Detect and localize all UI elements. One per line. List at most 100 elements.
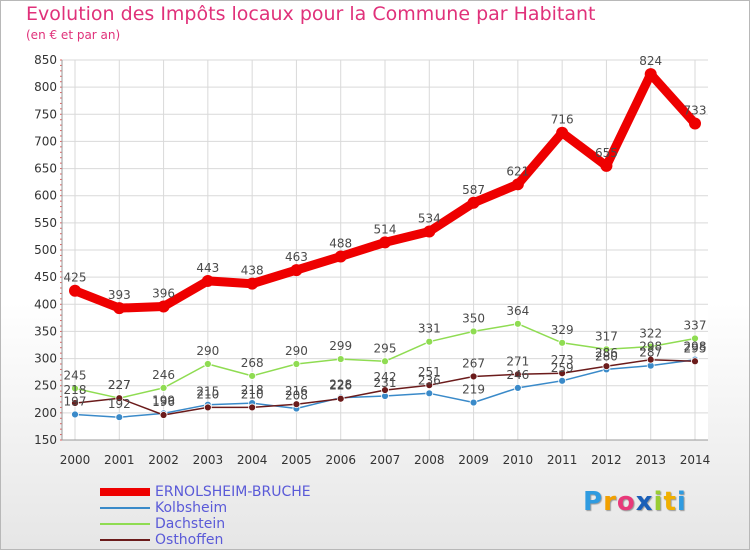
logo-letter: t	[663, 487, 677, 517]
data-point	[203, 360, 212, 368]
data-label: 329	[551, 323, 574, 337]
data-label: 298	[684, 340, 707, 354]
x-tick-label: 2013	[635, 453, 666, 467]
data-point	[248, 372, 257, 380]
legend-swatch-dachstein	[100, 523, 150, 525]
logo-letter: o	[616, 487, 636, 517]
data-label: 246	[506, 368, 529, 382]
data-point	[203, 403, 212, 412]
data-label: 396	[152, 286, 175, 300]
y-tick-label: 600	[34, 189, 57, 203]
legend-item-dachstein: Dachstein	[100, 516, 400, 532]
data-point	[334, 250, 347, 263]
data-point	[513, 383, 522, 392]
chart-grid	[62, 59, 708, 441]
data-point	[425, 337, 434, 346]
y-tick-label: 550	[34, 216, 57, 230]
data-point	[556, 126, 569, 139]
data-point	[113, 302, 126, 315]
x-tick-label: 2011	[547, 453, 578, 467]
data-label: 215	[196, 385, 219, 399]
data-point	[336, 355, 345, 364]
y-tick-label: 800	[34, 80, 57, 94]
data-label: 286	[595, 346, 618, 360]
data-label: 218	[64, 383, 87, 397]
data-point	[467, 196, 480, 209]
data-label: 210	[241, 387, 264, 401]
data-point	[558, 369, 567, 378]
data-point	[646, 342, 655, 351]
data-label: 425	[64, 271, 87, 285]
x-tick-label: 2006	[325, 453, 356, 467]
x-tick-label: 2008	[414, 453, 445, 467]
data-point	[290, 264, 303, 277]
data-point	[336, 394, 345, 403]
data-label: 716	[551, 113, 574, 127]
data-point	[69, 284, 81, 297]
data-label: 488	[329, 237, 352, 251]
data-label: 208	[285, 389, 308, 403]
data-label: 199	[152, 393, 175, 407]
legend-label-ernolsheim: ERNOLSHEIM-BRUCHE	[155, 484, 311, 500]
data-label: 236	[418, 373, 441, 387]
data-label: 393	[108, 288, 131, 302]
data-label: 273	[551, 353, 574, 367]
logo-letter: r	[603, 487, 617, 517]
data-point	[513, 319, 522, 328]
data-point	[292, 400, 301, 409]
data-label: 295	[374, 341, 397, 355]
data-label: 350	[462, 311, 485, 325]
data-point	[115, 394, 124, 403]
y-tick-label: 650	[34, 162, 57, 176]
data-label: 197	[64, 394, 87, 408]
x-tick-label: 2014	[680, 453, 711, 467]
x-tick-label: 2003	[193, 453, 224, 467]
data-label: 290	[285, 344, 308, 358]
y-tick-label: 400	[34, 297, 57, 311]
logo-letter: i	[653, 487, 664, 517]
data-point	[71, 384, 79, 393]
data-point	[71, 399, 79, 407]
data-label: 196	[152, 395, 175, 409]
data-label: 299	[329, 339, 352, 353]
data-label: 280	[595, 349, 618, 363]
data-point	[201, 274, 214, 287]
data-labels: 425 393 396 443 438 463 488 514 534 587 621 716 655 8…	[64, 54, 707, 411]
data-label: 226	[329, 379, 352, 393]
data-label: 733	[684, 104, 707, 118]
data-label: 245	[64, 368, 87, 382]
data-point	[423, 225, 436, 238]
data-point	[644, 68, 657, 81]
x-tick-label: 2004	[237, 453, 268, 467]
data-label: 322	[639, 327, 662, 341]
data-label: 268	[241, 356, 264, 370]
data-label: 192	[108, 397, 131, 411]
data-label: 242	[374, 370, 397, 384]
data-label: 463	[285, 250, 308, 264]
data-point	[691, 334, 699, 343]
data-point	[646, 355, 655, 364]
data-point	[71, 410, 79, 419]
data-label: 267	[462, 356, 485, 370]
data-point	[558, 338, 567, 347]
chart-subtitle: (en € et par an)	[26, 28, 121, 42]
chart-title: Evolution des Impôts locaux pour la Comm…	[26, 3, 596, 25]
data-point	[600, 159, 613, 172]
legend-item-ernolsheim: ERNOLSHEIM-BRUCHE	[100, 484, 400, 500]
data-label: 287	[639, 346, 662, 360]
x-tick-label: 2010	[503, 453, 534, 467]
data-label: 271	[506, 354, 529, 368]
data-point	[513, 370, 522, 379]
data-label: 251	[418, 365, 441, 379]
data-label: 824	[639, 54, 662, 68]
data-point	[381, 386, 389, 394]
legend-label-osthoffen: Osthoffen	[155, 532, 224, 548]
data-point	[379, 236, 391, 249]
data-point	[248, 403, 257, 412]
data-label: 655	[595, 146, 618, 160]
data-label: 298	[639, 340, 662, 354]
data-label: 227	[108, 378, 131, 392]
data-label: 514	[374, 222, 397, 236]
data-label: 587	[462, 183, 485, 197]
